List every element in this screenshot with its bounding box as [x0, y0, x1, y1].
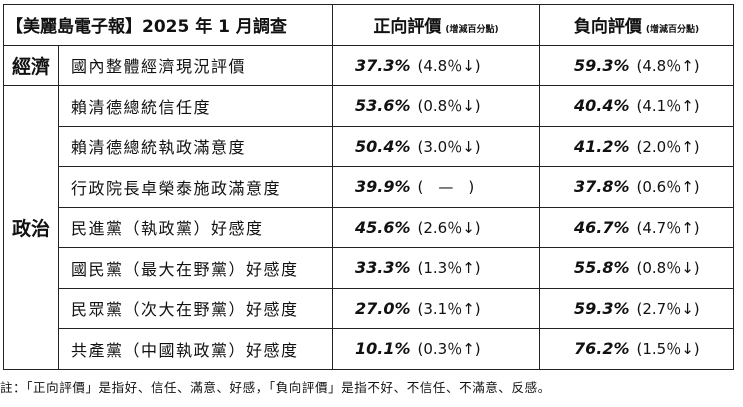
positive-change: (3.0％↓) — [417, 137, 481, 156]
negative-cell: 41.2% (2.0％↑) — [539, 125, 734, 167]
negative-cell: 76.2% (1.5％↓) — [539, 328, 734, 370]
table-row: 民進黨（執政黨）好感度 45.6% (2.6％↓) 46.7% (4.7％↑) — [4, 206, 734, 248]
negative-value: 40.4% — [574, 96, 630, 116]
positive-change: (4.8％↓) — [417, 56, 481, 75]
positive-header: 正向評價 (增減百分點) — [332, 4, 540, 46]
positive-header-label: 正向評價 — [373, 17, 442, 38]
positive-cell: 10.1% (0.3％↑) — [332, 328, 540, 370]
negative-cell: 59.3% (2.7％↓) — [539, 287, 734, 329]
negative-value: 59.3% — [574, 55, 630, 75]
table-row: 經濟 國內整體經濟現況評價 37.3% (4.8％↓) 59.3% (4.8％↑) — [3, 44, 734, 86]
negative-value: 76.2% — [574, 339, 630, 359]
positive-value: 53.6% — [355, 96, 411, 116]
negative-header-label: 負向評價 — [573, 17, 642, 38]
survey-table: 【美麗島電子報】2025 年 1 月調查 正向評價 (增減百分點) 負向評價 (增減… — [3, 4, 734, 370]
negative-value: 55.8% — [574, 258, 630, 278]
table-row: 共產黨（中國執政黨）好感度 10.1% (0.3％↑) 76.2% (1.5％↓) — [4, 328, 734, 370]
negative-change: (4.1％↑) — [636, 97, 700, 116]
negative-cell: 37.8% (0.6％↑) — [539, 166, 734, 208]
row-item: 國內整體經濟現況評價 — [58, 44, 333, 86]
negative-cell: 55.8% (0.8％↓) — [539, 247, 734, 289]
negative-change: (2.0％↑) — [636, 137, 700, 156]
positive-header-sub: (增減百分點) — [445, 25, 499, 36]
header-row: 【美麗島電子報】2025 年 1 月調查 正向評價 (增減百分點) 負向評價 (增減… — [3, 4, 734, 46]
table-row: 民眾黨（次大在野黨）好感度 27.0% (3.1％↑) 59.3% (2.7％↓) — [4, 287, 734, 329]
positive-cell: 39.9% ( — ) — [332, 166, 540, 208]
footnote: 註：「正向評價」是指好、信任、滿意、好感，「負向評價」是指不好、不信任、不滿意、… — [0, 380, 551, 395]
negative-value: 59.3% — [574, 298, 630, 318]
negative-header: 負向評價 (增減百分點) — [539, 4, 734, 46]
negative-change: (4.8％↑) — [636, 56, 700, 75]
negative-change: (2.7％↓) — [636, 299, 700, 318]
row-item: 共產黨（中國執政黨）好感度 — [58, 328, 333, 370]
positive-cell: 45.6% (2.6％↓) — [332, 206, 540, 248]
row-item: 賴清德總統信任度 — [58, 85, 333, 127]
table-title: 【美麗島電子報】2025 年 1 月調查 — [3, 4, 333, 46]
table-row: 政治 賴清德總統信任度 53.6% (0.8％↓) 40.4% (4.1％↑) — [3, 85, 734, 370]
positive-value: 39.9% — [355, 177, 411, 197]
negative-cell: 59.3% (4.8％↑) — [539, 44, 734, 86]
negative-value: 37.8% — [574, 177, 630, 197]
positive-change: ( — ) — [417, 178, 475, 197]
row-item: 民進黨（執政黨）好感度 — [58, 206, 333, 248]
negative-change: (4.7％↑) — [636, 218, 700, 237]
positive-change: (3.1％↑) — [417, 299, 481, 318]
positive-change: (2.6％↓) — [417, 218, 481, 237]
positive-cell: 33.3% (1.3％↑) — [332, 247, 540, 289]
positive-value: 37.3% — [355, 55, 411, 75]
table-row: 賴清德總統執政滿意度 50.4% (3.0％↓) 41.2% (2.0％↑) — [4, 125, 734, 167]
category-politics: 政治 — [3, 85, 59, 370]
positive-change: (0.8％↓) — [417, 97, 481, 116]
positive-value: 27.0% — [355, 298, 411, 318]
negative-change: (0.8％↓) — [636, 259, 700, 278]
positive-cell: 50.4% (3.0％↓) — [332, 125, 540, 167]
row-item: 賴清德總統執政滿意度 — [58, 125, 333, 167]
positive-cell: 37.3% (4.8％↓) — [332, 44, 540, 86]
positive-value: 33.3% — [355, 258, 411, 278]
table-row: 行政院長卓榮泰施政滿意度 39.9% ( — ) 37.8% (0.6％↑) — [4, 166, 734, 208]
positive-cell: 53.6% (0.8％↓) — [332, 85, 540, 127]
negative-value: 46.7% — [574, 217, 630, 237]
row-item: 國民黨（最大在野黨）好感度 — [58, 247, 333, 289]
positive-change: (1.3％↑) — [417, 259, 481, 278]
negative-value: 41.2% — [574, 136, 630, 156]
positive-value: 45.6% — [355, 217, 411, 237]
category-economy: 經濟 — [3, 44, 59, 86]
positive-cell: 27.0% (3.1％↑) — [332, 287, 540, 329]
negative-change: (1.5％↓) — [636, 340, 700, 359]
negative-cell: 46.7% (4.7％↑) — [539, 206, 734, 248]
positive-value: 10.1% — [355, 339, 411, 359]
row-item: 民眾黨（次大在野黨）好感度 — [58, 287, 333, 329]
positive-value: 50.4% — [355, 136, 411, 156]
negative-change: (0.6％↑) — [636, 178, 700, 197]
row-item: 行政院長卓榮泰施政滿意度 — [58, 166, 333, 208]
table-row: 國民黨（最大在野黨）好感度 33.3% (1.3％↑) 55.8% (0.8％↓) — [4, 247, 734, 289]
negative-cell: 40.4% (4.1％↑) — [539, 85, 734, 127]
positive-change: (0.3％↑) — [417, 340, 481, 359]
negative-header-sub: (增減百分點) — [645, 25, 700, 36]
